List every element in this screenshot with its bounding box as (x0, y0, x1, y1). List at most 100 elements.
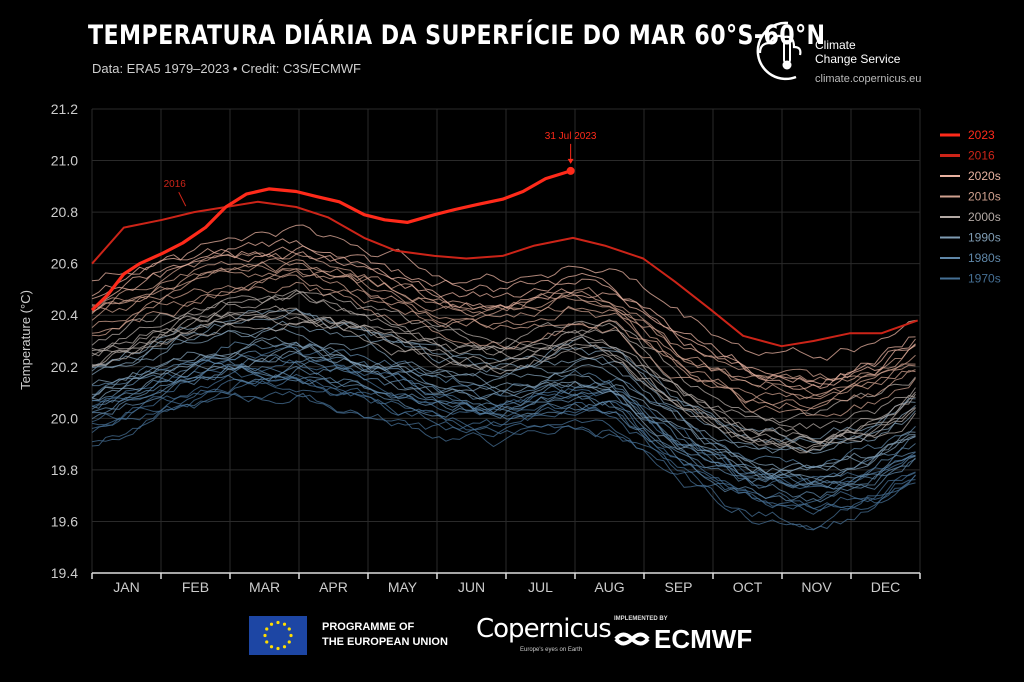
chart-annotations: 31 Jul 2023 2016 (164, 131, 597, 207)
y-tick-label: 19.6 (51, 513, 78, 529)
eu-star (287, 640, 291, 644)
x-tick-label: SEP (664, 579, 692, 595)
annotation-31-jul-2023: 31 Jul 2023 (545, 131, 597, 142)
annotation-2016-line (178, 191, 187, 207)
decade-line (91, 356, 916, 489)
decade-line (91, 291, 916, 430)
eu-star (265, 627, 269, 631)
eu-star (289, 633, 293, 638)
x-tick-label: OCT (733, 579, 763, 595)
c3s-globe-icon (756, 21, 802, 81)
decade-line (91, 320, 916, 453)
decade-line (91, 224, 916, 361)
ecmwf-logo: ECMWF (654, 624, 753, 654)
decade-line (91, 270, 916, 412)
decade-line (91, 336, 916, 472)
decade-line (91, 370, 916, 512)
decade-line (91, 238, 916, 388)
x-tick-label: MAR (249, 579, 280, 595)
c3s-logo: Climate Change Service climate.copernicu… (748, 15, 948, 90)
y-tick-label: 20.8 (51, 204, 78, 220)
y-tick-label: 20.4 (51, 307, 78, 323)
legend-label: 1980s (968, 251, 1001, 265)
decade-line (91, 289, 916, 443)
eu-star (282, 645, 287, 649)
legend-label: 1970s (968, 272, 1001, 286)
decade-line (91, 268, 916, 410)
x-tick-label: JUN (458, 579, 485, 595)
decade-line (91, 391, 916, 531)
logo-line-1: Climate (815, 38, 856, 52)
highlight-series-lines (90, 166, 919, 348)
x-tick-label: MAY (388, 579, 418, 595)
decade-line (91, 358, 916, 490)
eu-star (276, 620, 280, 625)
legend-label: 2016 (968, 149, 995, 163)
eu-star (269, 622, 274, 626)
x-tick-label: APR (319, 579, 348, 595)
copernicus-logo: Copernicus (476, 614, 612, 644)
decade-line (91, 246, 916, 390)
copernicus-tagline: Europe's eyes on Earth (520, 647, 583, 653)
y-tick-label: 19.4 (51, 565, 78, 581)
implemented-by-text: IMPLEMENTED BY (614, 616, 668, 622)
eu-flag-icon (249, 616, 307, 655)
decade-line (92, 341, 916, 469)
decade-line (91, 245, 916, 386)
y-tick-labels: 19.4 19.6 19.8 20.0 20.2 20.4 20.6 20.8 21.0 21.2 (51, 101, 78, 581)
x-tick-label: FEB (182, 579, 209, 595)
decade-line (91, 391, 916, 530)
eu-programme-text: PROGRAMME OF THE EUROPEAN UNION (322, 621, 448, 648)
decade-line (91, 308, 916, 446)
x-tick-label: NOV (801, 579, 832, 595)
decade-line (91, 345, 916, 480)
chart-legend: 2023 2016 2020s 2010s 2000s 1990s 1980s 1970s (940, 128, 1001, 286)
y-axis-label: Temperature (°C) (18, 290, 33, 390)
decade-line (91, 307, 916, 449)
series-line-2023 (90, 169, 572, 312)
y-tick-label: 20.0 (51, 410, 78, 426)
legend-label: 1990s (968, 231, 1001, 245)
decade-line (91, 371, 916, 503)
series-2023-endpoint (566, 166, 575, 175)
y-tick-label: 20.6 (51, 256, 78, 272)
chart-subtitle: Data: ERA5 1979–2023 • Credit: C3S/ECMWF (92, 61, 362, 76)
eu-star (265, 640, 269, 644)
legend-label: 2010s (968, 190, 1001, 204)
sst-chart: 19.4 19.6 19.8 20.0 20.2 20.4 20.6 20.8 21.0 21.2… (18, 101, 1001, 595)
decade-line (91, 281, 916, 417)
eu-star (276, 646, 280, 651)
footer-logos: PROGRAMME OF THE EUROPEAN UNION Copernic… (0, 600, 1024, 682)
decade-line (91, 363, 916, 499)
x-tick-label: JAN (113, 579, 139, 595)
decade-line (91, 377, 916, 511)
decade-line (91, 260, 916, 381)
chart-title: TEMPERATURA DIÁRIA DA SUPERFÍCIE DO MAR … (88, 20, 826, 51)
decade-line (91, 320, 916, 455)
logo-url: climate.copernicus.eu (815, 73, 922, 85)
decade-line (91, 267, 916, 403)
decade-line (91, 305, 916, 445)
legend-label: 2020s (968, 169, 1001, 183)
decade-line (91, 313, 916, 454)
y-tick-label: 21.2 (51, 101, 78, 117)
eu-star (269, 645, 274, 649)
y-tick-label: 21.0 (51, 153, 78, 169)
x-tick-labels: JAN FEB MAR APR MAY JUN JUL AUG SEP OCT NOV DEC (113, 579, 900, 595)
y-tick-label: 20.2 (51, 359, 78, 375)
ecmwf-icon (614, 632, 650, 646)
x-tick-label: DEC (871, 579, 901, 595)
decade-line (91, 290, 916, 424)
decade-line (91, 344, 916, 481)
legend-label: 2000s (968, 210, 1001, 224)
logo-line-2: Change Service (815, 52, 901, 66)
chart-axes (91, 572, 921, 579)
eu-star (263, 633, 267, 638)
annotation-2016: 2016 (164, 179, 187, 190)
legend-label: 2023 (968, 128, 995, 142)
x-tick-label: AUG (594, 579, 624, 595)
decade-line (91, 252, 916, 398)
decade-series-lines (91, 224, 916, 531)
x-tick-label: JUL (528, 579, 553, 595)
annotation-arrow-head (567, 158, 574, 164)
